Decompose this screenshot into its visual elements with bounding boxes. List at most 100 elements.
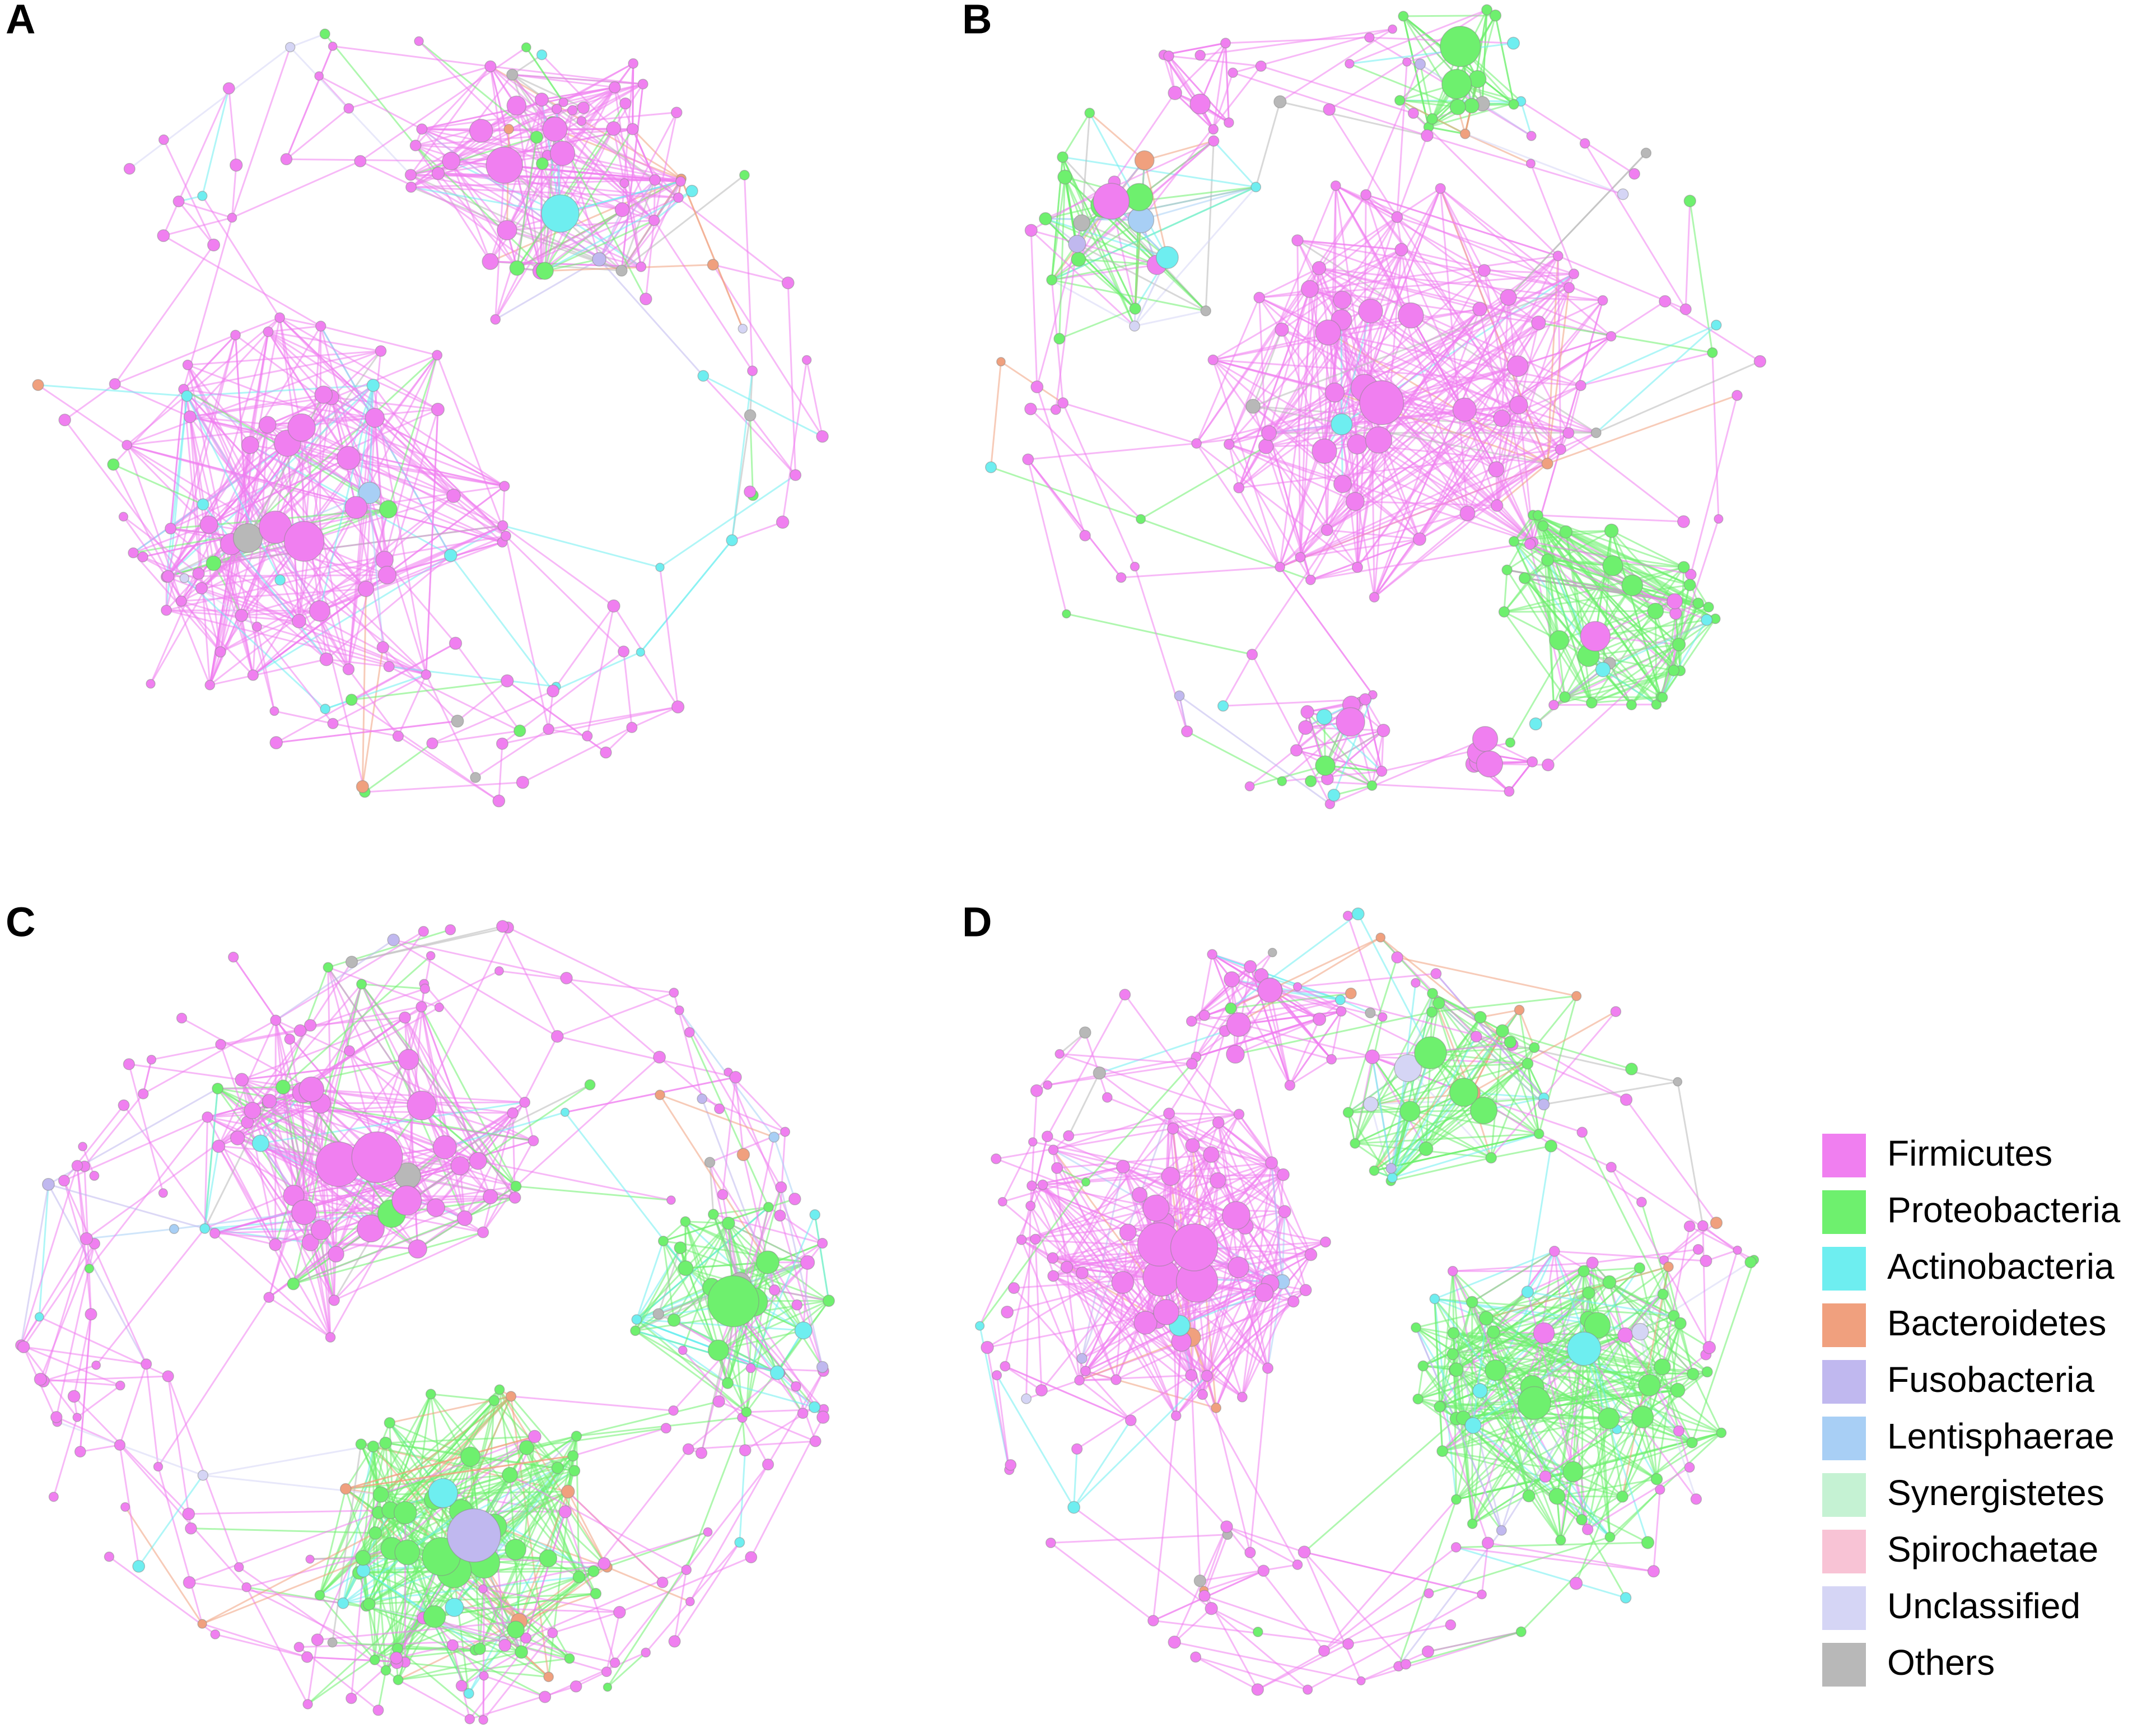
node xyxy=(707,1275,759,1328)
edge xyxy=(1327,529,1420,541)
edge xyxy=(567,1436,577,1492)
legend-swatch xyxy=(1822,1417,1866,1460)
node xyxy=(1628,168,1640,180)
node xyxy=(1124,183,1154,212)
node xyxy=(1345,58,1355,69)
edge xyxy=(232,956,291,1040)
node xyxy=(1498,606,1510,618)
node xyxy=(1246,649,1258,660)
edge xyxy=(1121,566,1280,579)
node xyxy=(384,1417,396,1429)
node xyxy=(975,1321,985,1331)
edge xyxy=(1684,201,1691,310)
node xyxy=(609,1657,620,1668)
edge xyxy=(1310,566,1358,581)
node xyxy=(1147,1615,1159,1627)
edge xyxy=(1299,288,1311,557)
edge xyxy=(524,1102,534,1141)
node xyxy=(628,58,639,69)
node xyxy=(641,1647,651,1658)
edge xyxy=(1268,288,1311,434)
node xyxy=(734,1537,745,1548)
edge xyxy=(1378,273,1575,441)
legend-text: Synergistetes xyxy=(1887,1473,2104,1513)
node xyxy=(1641,1536,1655,1549)
node xyxy=(1067,1501,1081,1514)
node xyxy=(668,1635,681,1648)
node xyxy=(797,1408,809,1419)
node xyxy=(712,1395,725,1408)
edge xyxy=(183,388,375,419)
edge xyxy=(544,190,693,272)
node xyxy=(1298,1545,1311,1559)
node xyxy=(1000,1361,1011,1372)
edge xyxy=(1398,1530,1502,1667)
edge xyxy=(1354,993,1434,1144)
node xyxy=(1303,1684,1313,1695)
node xyxy=(251,621,262,632)
node xyxy=(539,1549,558,1568)
node xyxy=(1054,1049,1065,1059)
node xyxy=(500,530,511,542)
node xyxy=(536,157,549,170)
node xyxy=(1411,1322,1421,1333)
edge xyxy=(201,535,506,589)
edge xyxy=(377,1670,387,1711)
node xyxy=(1485,1359,1506,1381)
node xyxy=(1625,1063,1638,1075)
edge xyxy=(73,1395,189,1515)
edge xyxy=(286,108,349,160)
edge xyxy=(1206,1211,1286,1376)
node xyxy=(354,155,367,167)
node xyxy=(222,82,235,95)
edge xyxy=(1472,1424,1623,1498)
edge xyxy=(204,1117,209,1229)
edge xyxy=(1378,322,1539,441)
edge xyxy=(334,1231,484,1301)
node xyxy=(1336,1006,1347,1017)
edge xyxy=(1584,1267,1640,1272)
node xyxy=(115,1380,125,1391)
node xyxy=(1580,621,1611,652)
edge xyxy=(557,1035,736,1078)
node xyxy=(1562,1461,1584,1483)
edge xyxy=(1473,1366,1663,1427)
node xyxy=(1318,1645,1331,1657)
edge xyxy=(346,1455,573,1490)
node xyxy=(258,416,277,434)
node xyxy=(1504,1036,1517,1049)
edge xyxy=(1047,1135,1237,1217)
edge xyxy=(1281,721,1351,782)
node xyxy=(726,534,738,547)
edge xyxy=(564,1511,616,1663)
node xyxy=(1208,135,1220,147)
node xyxy=(1687,1367,1700,1381)
edge xyxy=(1401,249,1534,543)
node xyxy=(1136,514,1146,524)
edge xyxy=(1410,314,1518,367)
node xyxy=(1258,439,1274,454)
edge xyxy=(581,86,615,122)
node xyxy=(1474,1010,1487,1024)
node xyxy=(1211,1403,1222,1413)
edge xyxy=(477,1084,591,1162)
node xyxy=(1262,1362,1274,1374)
node xyxy=(1604,1531,1616,1543)
edge xyxy=(454,1606,620,1613)
edge xyxy=(267,331,503,543)
edge xyxy=(345,1446,374,1489)
node xyxy=(202,1111,213,1123)
edge xyxy=(200,417,376,589)
node xyxy=(1186,1016,1197,1027)
node xyxy=(141,1358,152,1370)
node xyxy=(682,1443,694,1455)
edge xyxy=(351,1657,397,1699)
edge xyxy=(388,665,520,732)
edge xyxy=(170,442,288,529)
edge xyxy=(1212,314,1411,361)
edge xyxy=(385,1436,535,1444)
node xyxy=(357,580,375,597)
node xyxy=(519,1440,534,1456)
edge xyxy=(214,1633,307,1658)
